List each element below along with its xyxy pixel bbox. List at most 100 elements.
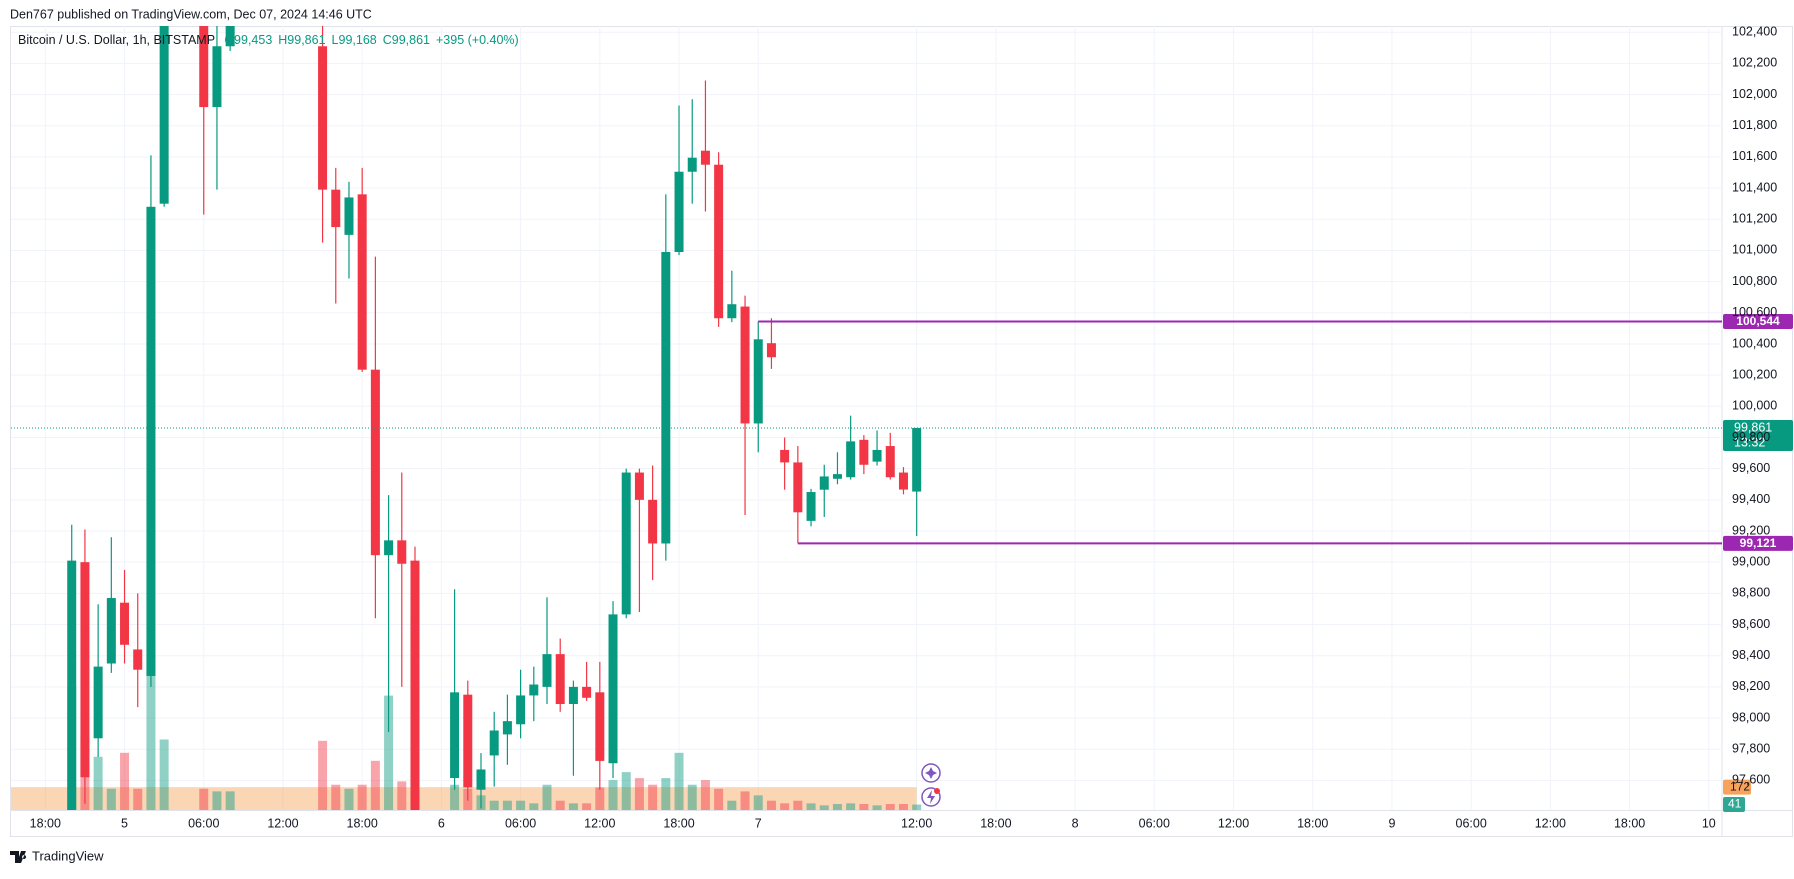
volume-bar [780,803,790,810]
candle-body [344,197,354,235]
candle-body [766,343,776,358]
y-tick-label: 98,600 [1732,617,1770,631]
y-tick-label: 102,400 [1732,25,1777,39]
candle-body [318,46,328,190]
volume-bar [634,778,644,810]
candle-body [912,427,922,492]
chart-icons[interactable] [921,763,941,807]
price-line-tag [1723,314,1793,330]
candle-body [700,150,710,165]
x-tick-label: 06:00 [505,816,536,830]
icon-sparkle-glyph [925,767,937,779]
candle-layer [67,26,922,810]
y-tick-label: 99,600 [1732,461,1770,475]
volume-bar [199,788,209,810]
x-tick-label: 12:00 [1535,816,1566,830]
candle-body [370,369,380,556]
volume-bar [727,800,737,810]
volume-bar [859,804,869,810]
candle-body [621,472,631,615]
x-tick-label: 06:00 [188,816,219,830]
x-tick-label: 9 [1388,816,1395,830]
candle-body [476,769,486,790]
candle-body [634,472,644,500]
candle-body [568,686,578,705]
x-tick-label: 12:00 [267,816,298,830]
y-tick-label: 101,800 [1732,118,1777,132]
candle-body [106,598,116,664]
candle-body [582,686,592,698]
volume-bar [516,800,526,810]
volume-bar [608,780,618,810]
candle-body [753,339,763,424]
candle-body [384,540,394,556]
volume-bar [318,740,328,810]
legend: Bitcoin / U.S. Dollar, 1h, BITSTAMP O99,… [18,33,519,47]
candle-body [674,171,684,253]
volume-bar [331,784,341,810]
volume-bar [225,791,235,810]
candle-body [595,692,605,761]
candle-body [859,439,869,465]
volume-bar [146,641,156,810]
candle-body [714,164,724,319]
candle-body [687,157,697,172]
candle-body [555,654,565,705]
y-tick-label: 100,000 [1732,399,1777,413]
volume-bar [753,795,763,810]
candle-body [648,499,658,544]
x-tick-label: 18:00 [1297,816,1328,830]
candle-body [516,695,526,725]
legend-value: H99,861 [278,33,325,47]
y-tick-label: 102,000 [1732,87,1777,101]
candle-body [793,462,803,513]
candle-body [67,560,77,810]
candle-body [489,730,499,756]
volume-bar [714,788,724,810]
volume-bar [542,784,552,810]
candle-body [661,252,671,544]
candle-body [225,26,235,47]
footer-brand: TradingView [32,848,104,863]
x-tick-label: 06:00 [1139,816,1170,830]
volume-bar [529,803,539,810]
y-tick-label: 101,000 [1732,243,1777,257]
candle-body [846,441,856,478]
y-tick-label: 100,200 [1732,367,1777,381]
volume-bar [793,800,803,810]
candle-body [159,26,169,204]
x-tick-label: 18:00 [980,816,1011,830]
candle-body [450,692,460,779]
volume-bar [687,784,697,810]
volume-bar [661,778,671,810]
y-tick-label: 101,600 [1732,149,1777,163]
candle-body [331,189,341,228]
y-tick-label: 101,400 [1732,180,1777,194]
candle-body [608,614,618,764]
candle-body [529,684,539,696]
price-line-label: 100,544 [1736,314,1780,328]
volume-bar [133,788,143,810]
y-tick-label: 99,800 [1732,430,1770,444]
candle-body [780,449,790,463]
countdown-label: 13:32 [1734,435,1765,449]
volume-bar [106,788,116,810]
y-tick-label: 97,600 [1732,773,1770,787]
volume-bar [674,752,684,810]
volume-bar [740,791,750,810]
candle-body [872,449,882,462]
volume-bar [766,800,776,810]
last-price-label: 99,861 [1734,420,1772,434]
legend-value: L99,168 [332,33,377,47]
y-tick-label: 98,000 [1732,710,1770,724]
volume-bar [555,800,565,810]
last-volume-tag [1723,797,1745,813]
volume-bar [120,752,130,810]
candle-body [832,474,842,479]
candle-body [806,492,816,521]
candle-body [885,446,895,478]
last-price-tag [1723,419,1793,451]
volume-bar [370,760,380,810]
x-tick-label: 18:00 [347,816,378,830]
candle-body [727,304,737,319]
